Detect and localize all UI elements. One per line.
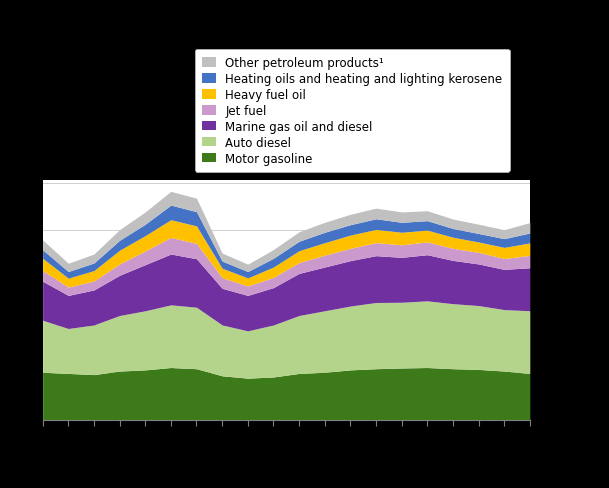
Legend: Other petroleum products¹, Heating oils and heating and lighting kerosene, Heavy: Other petroleum products¹, Heating oils … <box>195 50 510 172</box>
